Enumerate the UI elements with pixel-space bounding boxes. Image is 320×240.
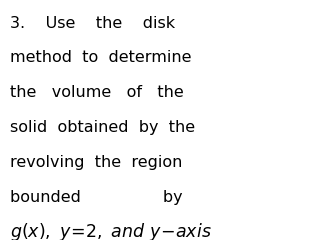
Text: $g(x),\ y\!=\!2,\ \mathit{and}\ y\!-\!axis$: $g(x),\ y\!=\!2,\ \mathit{and}\ y\!-\!ax… xyxy=(10,221,211,240)
Text: bounded                by: bounded by xyxy=(10,190,182,204)
Text: the   volume   of   the: the volume of the xyxy=(10,85,183,100)
Text: revolving  the  region: revolving the region xyxy=(10,155,182,170)
Text: 3.    Use    the    disk: 3. Use the disk xyxy=(10,16,175,30)
Text: solid  obtained  by  the: solid obtained by the xyxy=(10,120,195,135)
Text: method  to  determine: method to determine xyxy=(10,50,191,65)
